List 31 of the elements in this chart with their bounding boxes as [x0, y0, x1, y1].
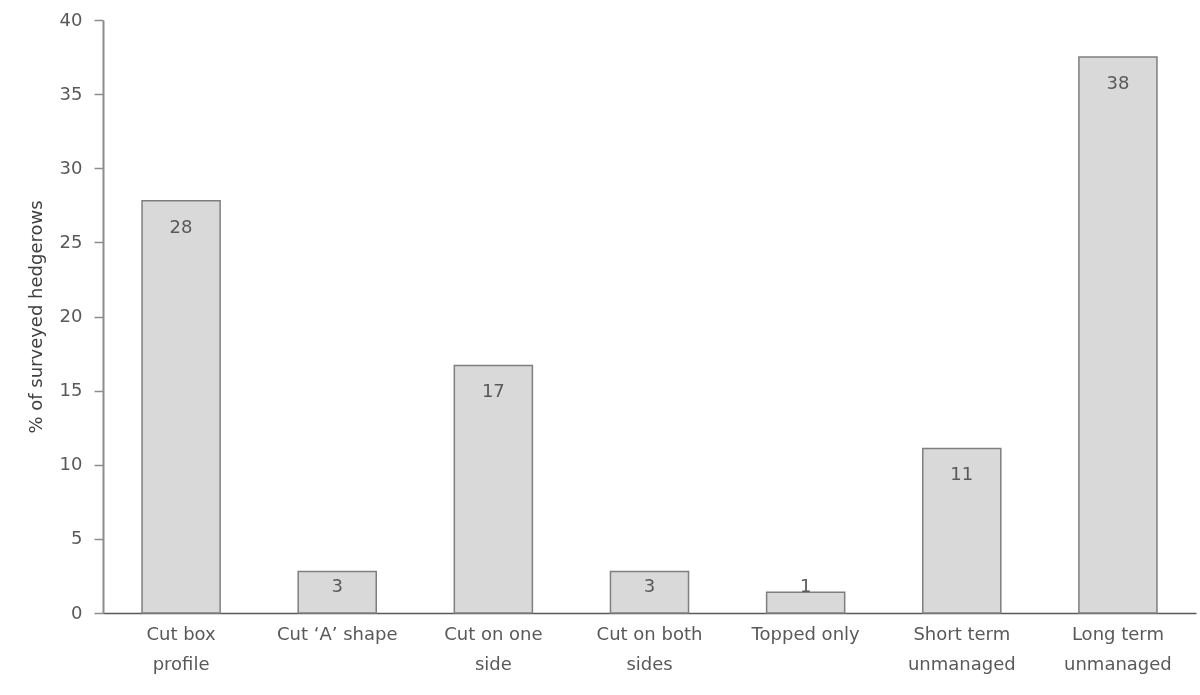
y-tick-label: 15 [59, 379, 83, 401]
bar [922, 447, 1002, 614]
x-tick-label: Topped only [750, 622, 861, 644]
y-axis-title: % of surveyed hedgerows [24, 200, 46, 434]
y-tick-label: 10 [59, 453, 83, 475]
data-label: 3 [643, 575, 656, 596]
data-label: 17 [481, 380, 505, 402]
bar [609, 570, 690, 614]
data-label: 11 [950, 463, 974, 485]
bar [297, 570, 377, 614]
data-label: 28 [169, 215, 193, 237]
bar [1078, 56, 1158, 614]
data-label: 3 [331, 575, 343, 596]
bar [453, 364, 534, 614]
y-tick-label: 40 [59, 8, 83, 30]
y-tick-label: 35 [59, 82, 83, 104]
x-tick-label: Cut box profile [146, 622, 217, 674]
data-label: 1 [799, 575, 812, 596]
x-tick-label: Short term unmanaged [907, 622, 1016, 674]
y-tick-label: 25 [59, 230, 83, 252]
y-tick-label: 20 [59, 305, 83, 326]
x-tick-label: Long term unmanaged [1064, 622, 1172, 674]
bar [141, 200, 221, 614]
y-tick-label: 5 [71, 527, 83, 549]
data-label: 38 [1106, 72, 1130, 94]
x-tick-label: Cut ‘A’ shape [276, 622, 398, 644]
y-tick-label: 30 [59, 156, 83, 178]
x-tick-label: Cut on one side [444, 622, 543, 674]
bar [765, 591, 846, 614]
x-tick-label: Cut on both sides [596, 622, 703, 674]
y-tick-label: 0 [71, 601, 83, 623]
